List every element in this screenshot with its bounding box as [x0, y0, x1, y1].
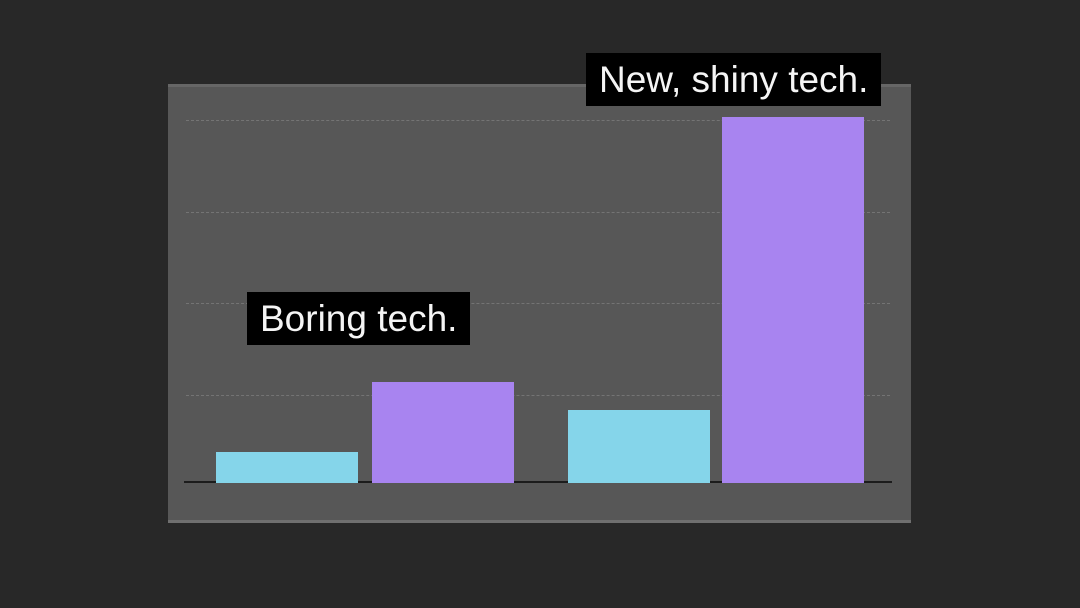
bar-cyan-series-boring-tech-group: [216, 452, 358, 483]
label-new-shiny-tech: New, shiny tech.: [586, 53, 882, 106]
bar-purple-series-new-shiny-tech-group: [722, 117, 864, 483]
bar-cyan-series-new-shiny-tech-group: [568, 410, 710, 483]
bar-purple-series-boring-tech-group: [372, 382, 514, 483]
gridline-1: [186, 394, 890, 396]
x-axis-line: [184, 481, 892, 483]
plot-area: [168, 87, 911, 520]
gridline-3: [186, 211, 890, 213]
chart-panel: [168, 84, 911, 523]
label-boring-tech: Boring tech.: [247, 292, 471, 345]
gridline-4: [186, 120, 890, 121]
gridline-2: [186, 303, 890, 304]
